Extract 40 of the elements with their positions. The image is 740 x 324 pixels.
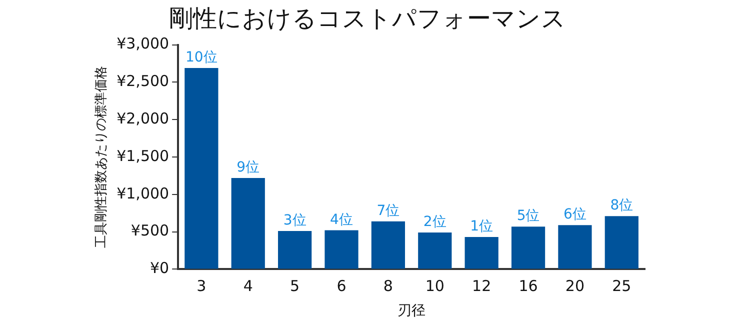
- x-tick-label: 3: [196, 277, 206, 296]
- bar: [278, 231, 312, 269]
- x-tick-label: 16: [518, 277, 538, 296]
- annotation: 5位: [516, 208, 540, 224]
- x-tick-label: 6: [336, 277, 346, 296]
- annotation: 2位: [423, 214, 446, 230]
- y-tick-label: ¥3,000: [116, 34, 170, 53]
- x-tick-label: 5: [290, 277, 300, 296]
- annotation: 1位: [470, 218, 494, 235]
- y-tick-label: ¥2,500: [116, 72, 170, 90]
- bar: [371, 221, 406, 269]
- bar: [324, 230, 358, 269]
- y-tick-label: ¥1,000: [116, 184, 170, 202]
- bar: [184, 68, 218, 269]
- annotation: 10位: [186, 50, 218, 66]
- annotation: 6位: [564, 206, 586, 223]
- chart-title: 剛性におけるコストパフォーマンス: [169, 4, 566, 33]
- y-tick-label: ¥2,000: [116, 109, 170, 128]
- annotation: 4位: [330, 212, 353, 228]
- y-tick-label: ¥1,500: [116, 146, 170, 165]
- annotation: 7位: [376, 202, 400, 219]
- x-tick-label: 20: [565, 277, 585, 296]
- bar: [418, 232, 452, 269]
- x-tick-label: 4: [243, 277, 253, 296]
- x-axis-title: 刃径: [398, 303, 426, 320]
- bar: [604, 216, 638, 269]
- y-tick-label: ¥0: [150, 259, 170, 278]
- bar: [231, 178, 265, 269]
- bar: [464, 237, 498, 269]
- annotation: 3位: [283, 212, 306, 229]
- y-axis-title: 工具剛性指数あたりの標準価格: [94, 66, 110, 248]
- x-tick-label: 12: [472, 277, 492, 296]
- bar: [511, 226, 546, 269]
- annotation: 9位: [236, 160, 260, 176]
- x-tick-label: 10: [425, 277, 444, 296]
- bar: [558, 225, 592, 269]
- x-tick-label: 25: [612, 277, 632, 296]
- annotation: 8位: [610, 198, 634, 214]
- x-tick-label: 8: [383, 277, 393, 296]
- y-tick-label: ¥500: [130, 222, 170, 240]
